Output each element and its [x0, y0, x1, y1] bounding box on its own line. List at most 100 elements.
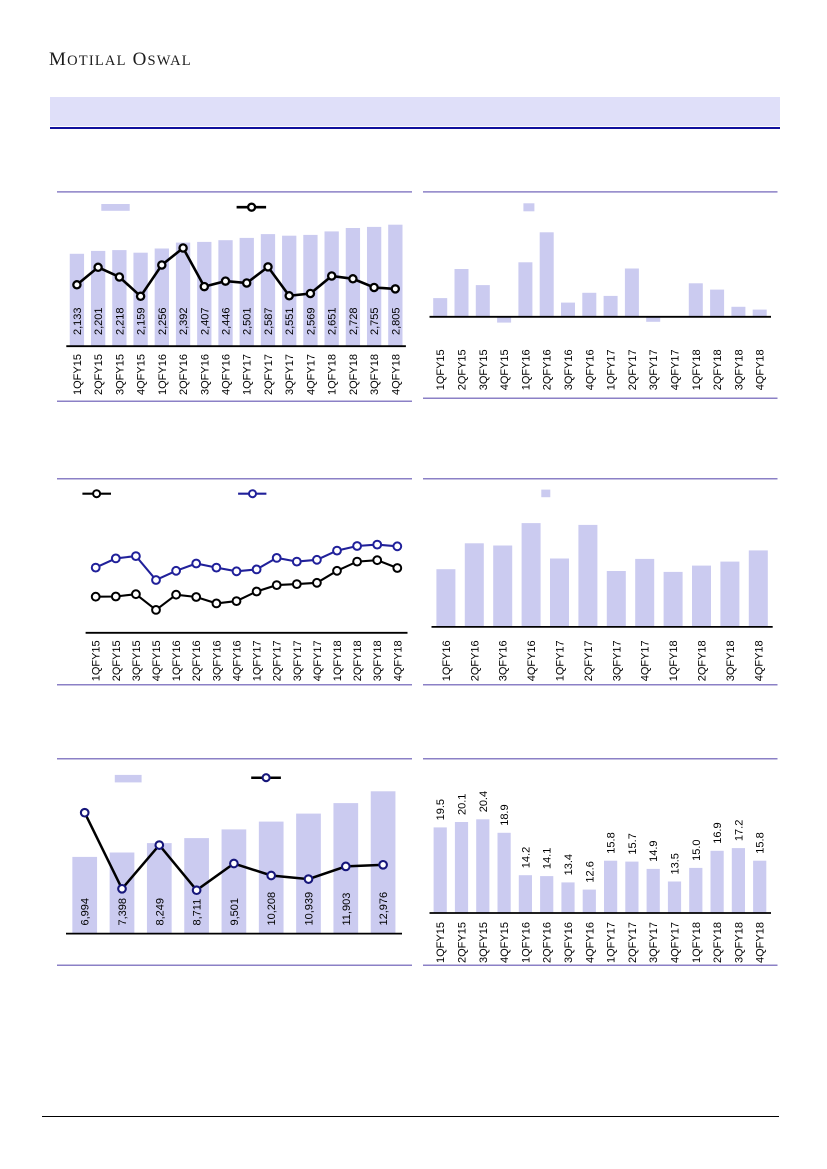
svg-text:8,249: 8,249: [154, 898, 166, 926]
svg-text:2,569: 2,569: [305, 307, 317, 335]
svg-text:2,587: 2,587: [263, 307, 275, 335]
svg-text:4QFY18: 4QFY18: [390, 354, 402, 395]
svg-text:2QFY17: 2QFY17: [582, 640, 594, 681]
svg-text:13.5: 13.5: [669, 853, 681, 874]
svg-text:10,939: 10,939: [304, 892, 316, 926]
svg-text:19.5: 19.5: [435, 799, 447, 820]
svg-text:2,651: 2,651: [327, 307, 339, 335]
svg-text:2QFY17: 2QFY17: [626, 922, 638, 963]
svg-text:1QFY18: 1QFY18: [332, 640, 344, 681]
svg-text:4QFY18: 4QFY18: [753, 640, 765, 681]
svg-text:3QFY17: 3QFY17: [648, 922, 660, 963]
svg-text:3QFY18: 3QFY18: [724, 640, 736, 681]
svg-text:12,976: 12,976: [378, 892, 390, 926]
svg-text:10,208: 10,208: [266, 892, 278, 926]
svg-text:4QFY17: 4QFY17: [312, 640, 324, 681]
svg-text:1QFY15: 1QFY15: [435, 922, 447, 963]
svg-text:15.0: 15.0: [690, 839, 702, 860]
svg-text:4QFY16: 4QFY16: [221, 354, 233, 395]
svg-text:1QFY17: 1QFY17: [242, 354, 254, 395]
svg-text:3QFY16: 3QFY16: [563, 349, 575, 390]
svg-text:14.9: 14.9: [648, 840, 660, 861]
svg-text:4QFY16: 4QFY16: [232, 640, 244, 681]
svg-text:2,551: 2,551: [284, 307, 296, 335]
svg-text:16.9: 16.9: [712, 822, 724, 843]
svg-text:3QFY16: 3QFY16: [563, 922, 575, 963]
svg-text:2QFY15: 2QFY15: [456, 922, 468, 963]
svg-text:1QFY15: 1QFY15: [72, 354, 84, 395]
svg-text:2QFY17: 2QFY17: [626, 349, 638, 390]
svg-text:4QFY15: 4QFY15: [499, 349, 511, 390]
svg-text:4QFY16: 4QFY16: [584, 349, 596, 390]
svg-text:3QFY16: 3QFY16: [211, 640, 223, 681]
svg-text:20.1: 20.1: [456, 794, 468, 815]
svg-text:4QFY16: 4QFY16: [526, 640, 538, 681]
svg-text:3QFY17: 3QFY17: [611, 640, 623, 681]
svg-text:20.4: 20.4: [477, 791, 489, 812]
svg-text:3QFY18: 3QFY18: [733, 349, 745, 390]
svg-text:1QFY18: 1QFY18: [327, 354, 339, 395]
svg-text:2QFY18: 2QFY18: [696, 640, 708, 681]
svg-text:3QFY15: 3QFY15: [114, 354, 126, 395]
svg-text:4QFY18: 4QFY18: [754, 922, 766, 963]
svg-text:2,805: 2,805: [390, 307, 402, 335]
svg-text:2QFY17: 2QFY17: [272, 640, 284, 681]
svg-text:1QFY18: 1QFY18: [690, 922, 702, 963]
svg-text:4QFY17: 4QFY17: [669, 922, 681, 963]
svg-text:2QFY18: 2QFY18: [712, 922, 724, 963]
svg-text:15.8: 15.8: [754, 832, 766, 853]
svg-text:2QFY18: 2QFY18: [348, 354, 360, 395]
svg-text:2,133: 2,133: [72, 307, 84, 335]
svg-text:4QFY17: 4QFY17: [639, 640, 651, 681]
svg-text:2,256: 2,256: [157, 307, 169, 335]
svg-text:1QFY16: 1QFY16: [520, 349, 532, 390]
svg-text:2,407: 2,407: [199, 307, 211, 335]
svg-text:2,501: 2,501: [242, 307, 254, 335]
svg-text:17.2: 17.2: [733, 820, 745, 841]
svg-text:15.7: 15.7: [626, 833, 638, 854]
svg-text:1QFY16: 1QFY16: [520, 922, 532, 963]
svg-text:1QFY17: 1QFY17: [605, 922, 617, 963]
svg-text:2QFY18: 2QFY18: [712, 349, 724, 390]
svg-text:2,446: 2,446: [221, 307, 233, 335]
svg-text:2,201: 2,201: [93, 307, 105, 335]
svg-text:4QFY15: 4QFY15: [136, 354, 148, 395]
svg-text:2QFY16: 2QFY16: [178, 354, 190, 395]
svg-text:1QFY17: 1QFY17: [554, 640, 566, 681]
svg-text:11,903: 11,903: [341, 893, 353, 926]
svg-text:2QFY16: 2QFY16: [541, 922, 553, 963]
svg-text:15.8: 15.8: [605, 832, 617, 853]
svg-text:4QFY15: 4QFY15: [499, 922, 511, 963]
svg-text:8,711: 8,711: [192, 899, 204, 926]
svg-text:3QFY15: 3QFY15: [131, 640, 143, 681]
svg-text:2QFY15: 2QFY15: [93, 354, 105, 395]
svg-text:2,755: 2,755: [369, 307, 381, 335]
svg-text:3QFY17: 3QFY17: [648, 349, 660, 390]
svg-text:4QFY18: 4QFY18: [754, 349, 766, 390]
svg-text:1QFY16: 1QFY16: [171, 640, 183, 681]
svg-text:1QFY16: 1QFY16: [440, 640, 452, 681]
svg-text:2QFY18: 2QFY18: [352, 640, 364, 681]
svg-text:2QFY16: 2QFY16: [191, 640, 203, 681]
svg-text:13.4: 13.4: [563, 854, 575, 875]
svg-text:9,501: 9,501: [229, 898, 241, 926]
svg-text:2,159: 2,159: [136, 307, 148, 335]
svg-text:3QFY16: 3QFY16: [497, 640, 509, 681]
svg-text:2QFY16: 2QFY16: [541, 349, 553, 390]
svg-text:1QFY18: 1QFY18: [668, 640, 680, 681]
svg-text:1QFY16: 1QFY16: [157, 354, 169, 395]
svg-text:1QFY17: 1QFY17: [605, 349, 617, 390]
svg-text:14.1: 14.1: [541, 848, 553, 869]
svg-text:4QFY18: 4QFY18: [392, 640, 404, 681]
svg-text:3QFY17: 3QFY17: [284, 354, 296, 395]
svg-text:3QFY15: 3QFY15: [477, 922, 489, 963]
svg-text:2QFY15: 2QFY15: [456, 349, 468, 390]
svg-text:6,994: 6,994: [80, 898, 92, 926]
svg-text:3QFY18: 3QFY18: [369, 354, 381, 395]
svg-text:14.2: 14.2: [520, 847, 532, 868]
svg-text:2,728: 2,728: [348, 307, 360, 335]
svg-text:1QFY15: 1QFY15: [435, 349, 447, 390]
svg-text:4QFY17: 4QFY17: [669, 349, 681, 390]
svg-text:1QFY18: 1QFY18: [690, 349, 702, 390]
svg-text:4QFY15: 4QFY15: [151, 640, 163, 681]
